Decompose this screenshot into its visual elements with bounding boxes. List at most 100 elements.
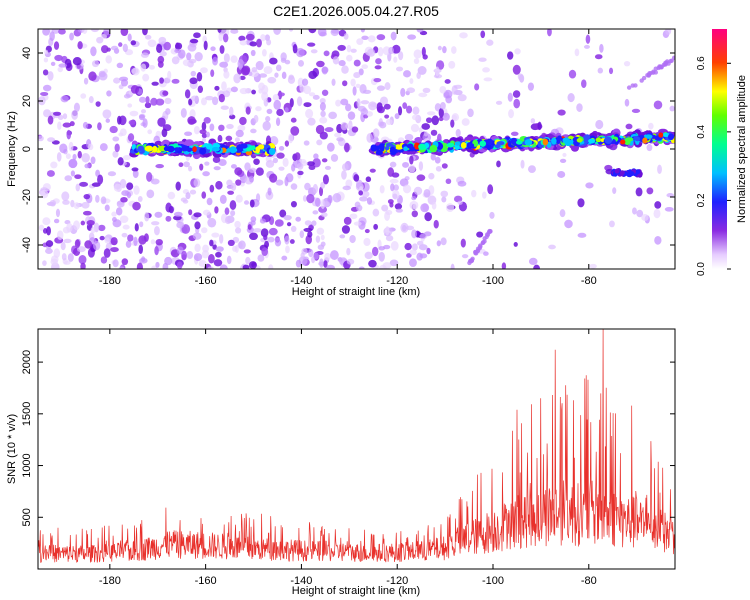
spectrogram-noise-blob <box>218 93 225 103</box>
spectrogram-noise-blob <box>213 166 221 171</box>
spectrogram-noise-blob <box>623 60 631 67</box>
spectrogram-noise-blob <box>60 95 69 103</box>
spectrogram-noise-blob <box>384 114 390 119</box>
spectrogram-noise-blob <box>175 181 181 191</box>
spectrogram-noise-blob <box>370 136 379 143</box>
spectrogram-noise-blob <box>400 222 409 233</box>
spectrogram-noise-blob <box>423 188 431 198</box>
spectrogram-noise-blob <box>440 190 449 198</box>
spectrogram-band-blob <box>564 139 573 147</box>
spectrogram-noise-blob <box>194 221 201 230</box>
spectrogram-noise-blob <box>392 193 398 200</box>
spectrogram-noise-blob <box>636 209 644 218</box>
spectrogram-noise-blob <box>46 170 55 177</box>
spectrogram-noise-blob <box>151 81 159 86</box>
spectrogram-noise-blob <box>423 131 428 137</box>
spectrogram-noise-blob <box>127 234 134 242</box>
spectrogram-noise-blob <box>227 239 235 247</box>
spectrogram-noise-blob <box>273 29 281 35</box>
spectrogram-noise-blob <box>44 49 49 55</box>
spectrogram-noise-blob <box>127 133 135 142</box>
spectrogram-noise-blob <box>360 29 366 33</box>
spectrogram-noise-blob <box>435 66 440 77</box>
spectrogram-noise-blob <box>57 114 64 121</box>
spectrogram-noise-blob <box>323 260 328 268</box>
spectrogram-noise-blob <box>258 82 266 91</box>
spectrogram-noise-blob <box>223 53 230 63</box>
spectrogram-noise-blob <box>174 48 182 54</box>
spectrogram-noise-blob <box>154 211 163 218</box>
spectrogram-noise-blob <box>171 56 180 65</box>
spectrogram-noise-blob <box>281 255 288 261</box>
spectrogram-noise-blob <box>461 118 470 126</box>
spectrogram-noise-blob <box>54 54 63 62</box>
spectrogram-noise-blob <box>105 118 111 123</box>
spectrogram-streak-blob <box>648 70 653 76</box>
spectrogram-noise-blob <box>131 67 140 76</box>
spectrogram-noise-blob <box>230 29 239 34</box>
spectrogram-noise-blob <box>345 179 353 188</box>
spectrogram-noise-blob <box>110 45 119 51</box>
spectrogram-band-blob <box>667 133 675 141</box>
spectrogram-noise-blob <box>186 250 194 260</box>
spectrogram-noise-blob <box>47 115 54 125</box>
spectrogram-noise-blob <box>267 76 277 84</box>
spectrogram-noise-blob <box>300 252 305 259</box>
spectrogram-noise-blob <box>49 199 57 207</box>
spectrogram-band-blob <box>524 139 533 146</box>
spectrogram-noise-blob <box>316 227 325 235</box>
spectrogram-noise-blob <box>154 226 160 236</box>
spectrogram-noise-blob <box>87 143 94 151</box>
spectrogram-noise-blob <box>421 123 431 130</box>
spectrogram-noise-blob <box>378 251 385 262</box>
spectrogram-noise-blob <box>424 212 432 222</box>
spectrogram-noise-blob <box>205 95 214 101</box>
spectrogram-noise-blob <box>134 223 139 232</box>
spectrogram-noise-blob <box>384 82 391 91</box>
spectrogram-noise-blob <box>379 96 389 106</box>
spectrogram-noise-blob <box>411 229 417 239</box>
spectrogram-noise-blob <box>482 191 487 199</box>
spectrogram-noise-blob <box>332 193 342 203</box>
spectrogram-noise-blob <box>55 208 61 218</box>
snr-x-tick-label: -100 <box>482 575 504 587</box>
spectrogram-noise-blob <box>453 195 463 203</box>
spectrogram-x-tick-label: -160 <box>195 275 217 287</box>
spectrogram-noise-blob <box>557 171 566 178</box>
spectrogram-noise-blob <box>103 248 111 258</box>
spectrogram-noise-blob <box>409 258 417 267</box>
spectrogram-noise-blob <box>82 121 89 129</box>
spectrogram-noise-blob <box>53 111 62 116</box>
spectrogram-noise-blob <box>219 61 229 68</box>
spectrogram-noise-blob <box>66 222 73 233</box>
spectrogram-band-blob <box>460 141 467 149</box>
spectrogram-noise-blob <box>281 71 287 80</box>
spectrogram-band-blob <box>403 146 409 152</box>
spectrogram-noise-blob <box>406 87 416 94</box>
spectrogram-band-blob <box>576 137 583 143</box>
spectrogram-noise-blob <box>349 213 358 220</box>
spectrogram-noise-blob <box>251 89 256 95</box>
spectrogram-noise-blob <box>73 102 80 113</box>
spectrogram-noise-blob <box>305 108 314 119</box>
spectrogram-noise-blob <box>168 205 174 214</box>
spectrogram-noise-blob <box>133 185 140 195</box>
spectrogram-noise-blob <box>376 106 385 114</box>
spectrogram-noise-blob <box>165 215 172 222</box>
spectrogram-noise-blob <box>230 55 238 63</box>
spectrogram-noise-blob <box>625 123 633 130</box>
spectrogram-noise-blob <box>319 97 326 104</box>
spectrogram-noise-blob <box>139 221 144 228</box>
spectrogram-noise-blob <box>340 98 349 106</box>
spectrogram-noise-blob <box>416 174 426 182</box>
spectrogram-noise-blob <box>50 161 58 169</box>
spectrogram-noise-blob <box>175 42 183 50</box>
snr-y-tick-label: 500 <box>21 508 33 526</box>
spectrogram-noise-blob <box>251 67 258 73</box>
spectrogram-noise-blob <box>448 60 456 69</box>
spectrogram-noise-blob <box>200 67 208 74</box>
spectrogram-noise-blob <box>90 29 99 33</box>
spectrogram-noise-blob <box>402 161 410 168</box>
spectrogram-noise-blob <box>42 69 49 76</box>
spectrogram-noise-blob <box>226 179 233 187</box>
